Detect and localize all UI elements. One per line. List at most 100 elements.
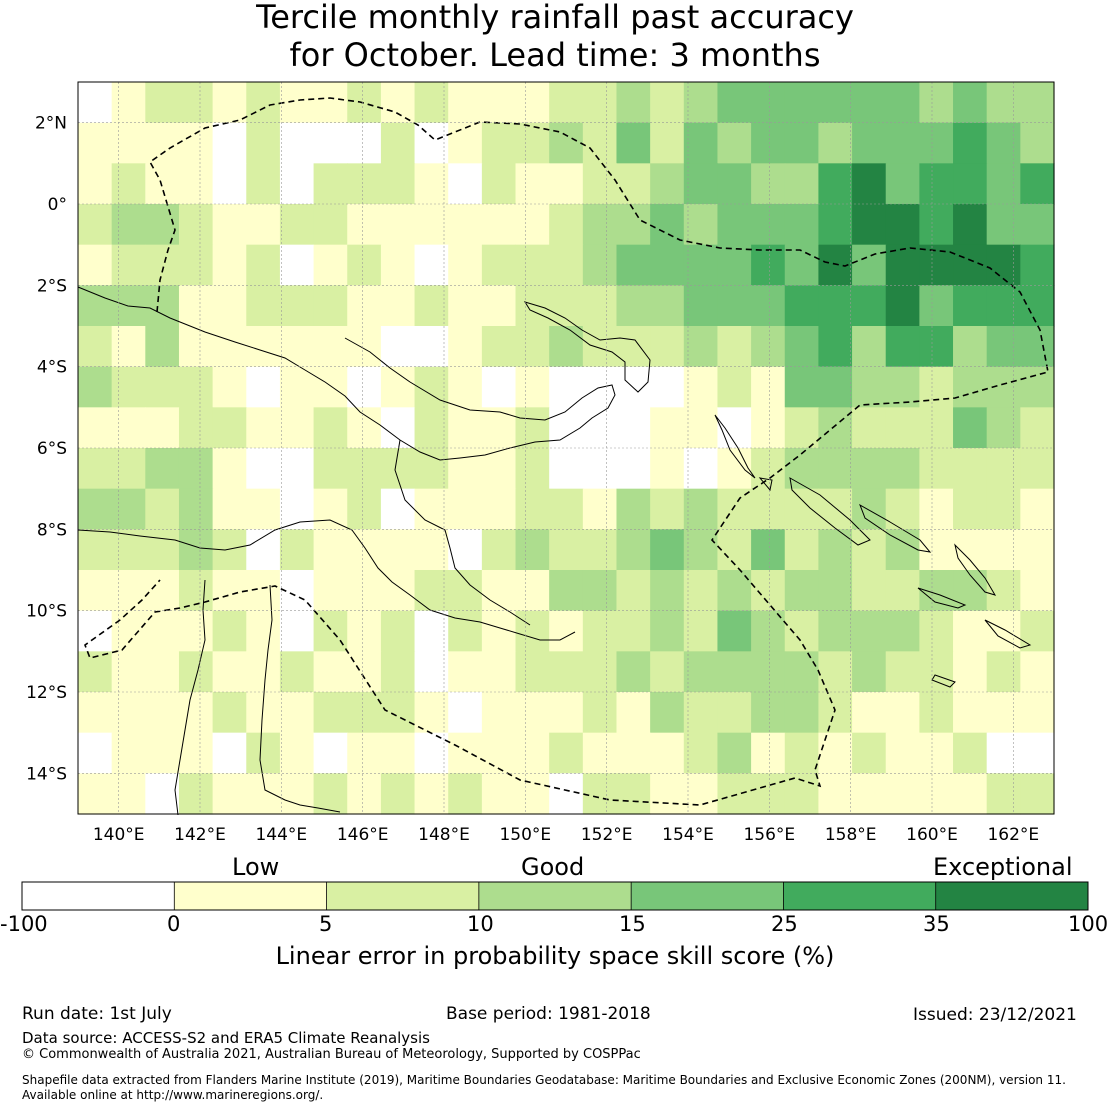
skill-cell — [650, 244, 685, 286]
skill-cell — [380, 448, 416, 490]
skill-cell — [683, 244, 719, 286]
skill-cell — [212, 773, 247, 815]
skill-cell — [111, 163, 146, 205]
skill-cell — [178, 122, 214, 164]
skill-cell — [582, 448, 618, 490]
skill-cell — [481, 122, 517, 164]
skill-cell — [111, 692, 146, 734]
skill-cell — [414, 570, 449, 612]
skill-cell — [145, 407, 180, 449]
skill-cell — [145, 204, 180, 246]
map-title-line1: Tercile monthly rainfall past accuracy — [256, 0, 854, 36]
coast-queensland-east — [259, 584, 341, 813]
skill-cell — [448, 204, 483, 246]
skill-cell — [818, 82, 853, 124]
skill-cell — [481, 529, 517, 571]
skill-cell — [1020, 407, 1055, 449]
skill-cell — [885, 488, 920, 530]
skill-cell — [953, 732, 988, 774]
skill-cell — [751, 651, 786, 693]
skill-cell — [313, 570, 348, 612]
skill-cell — [279, 163, 315, 205]
skill-cell — [582, 570, 618, 612]
skill-cell — [212, 651, 247, 693]
skill-cell — [78, 529, 113, 571]
skill-cell — [683, 326, 719, 368]
lon-tick-label: 140°E — [93, 825, 145, 845]
skill-cell — [111, 448, 146, 490]
skill-cell — [212, 326, 247, 368]
skill-cell — [515, 326, 550, 368]
skill-cell — [414, 163, 449, 205]
skill-cell — [650, 570, 685, 612]
skill-cell — [1020, 610, 1055, 652]
skill-cell — [178, 407, 214, 449]
skill-cell — [145, 122, 180, 164]
skill-cell — [448, 448, 483, 490]
colorbar-tick: 15 — [619, 912, 646, 936]
skill-cell — [852, 488, 887, 530]
skill-cell — [481, 366, 517, 408]
skill-cell — [919, 529, 954, 571]
skill-cell — [313, 692, 348, 734]
skill-cell — [717, 244, 752, 286]
skill-cell — [582, 529, 618, 571]
skill-cell — [919, 773, 954, 815]
skill-cell — [414, 244, 449, 286]
skill-cell — [145, 163, 180, 205]
skill-cell — [683, 732, 719, 774]
skill-cell — [549, 732, 584, 774]
skill-cell — [616, 122, 651, 164]
skill-cell — [852, 692, 887, 734]
skill-cell — [919, 732, 954, 774]
skill-cell — [515, 204, 550, 246]
colorbar-segment — [631, 882, 784, 910]
skill-cell — [246, 570, 281, 612]
skill-cell — [582, 122, 618, 164]
skill-cell — [279, 285, 315, 327]
map-frame — [77, 81, 1055, 815]
skill-cell — [549, 326, 584, 368]
skill-cell — [78, 692, 113, 734]
skill-cell — [246, 122, 281, 164]
skill-cell — [953, 163, 988, 205]
skill-cell — [717, 326, 752, 368]
lat-tick-label: 8°S — [37, 520, 67, 540]
skill-cell — [852, 366, 887, 408]
skill-cell — [414, 407, 449, 449]
skill-cell — [953, 326, 988, 368]
skill-cell — [818, 204, 853, 246]
skill-cell — [549, 448, 584, 490]
skill-cell — [953, 82, 988, 124]
skill-cell — [953, 366, 988, 408]
skill-cell — [852, 204, 887, 246]
skill-cell — [212, 244, 247, 286]
skill-cell — [919, 122, 954, 164]
skill-cell — [582, 244, 618, 286]
skill-cell — [380, 651, 416, 693]
skill-cell — [111, 773, 146, 815]
colorbar-tick: 35 — [923, 912, 950, 936]
skill-cell — [683, 488, 719, 530]
skill-cell — [178, 692, 214, 734]
skill-cell — [1020, 326, 1055, 368]
skill-cell — [986, 82, 1021, 124]
skill-cell — [919, 610, 954, 652]
skill-cell — [650, 163, 685, 205]
skill-cell — [481, 692, 517, 734]
skill-cell — [751, 82, 786, 124]
skill-cell — [953, 204, 988, 246]
skill-cell — [178, 82, 214, 124]
skill-cell — [1020, 204, 1055, 246]
skill-cell — [549, 692, 584, 734]
skill-cell — [78, 448, 113, 490]
skill-cell — [885, 122, 920, 164]
skill-cell — [784, 732, 820, 774]
skill-cell — [549, 610, 584, 652]
skill-cell — [986, 488, 1021, 530]
skill-cell — [953, 407, 988, 449]
skill-cell — [481, 651, 517, 693]
colorbar — [21, 881, 1089, 911]
skill-cell — [1020, 122, 1055, 164]
skill-cell — [582, 773, 618, 815]
